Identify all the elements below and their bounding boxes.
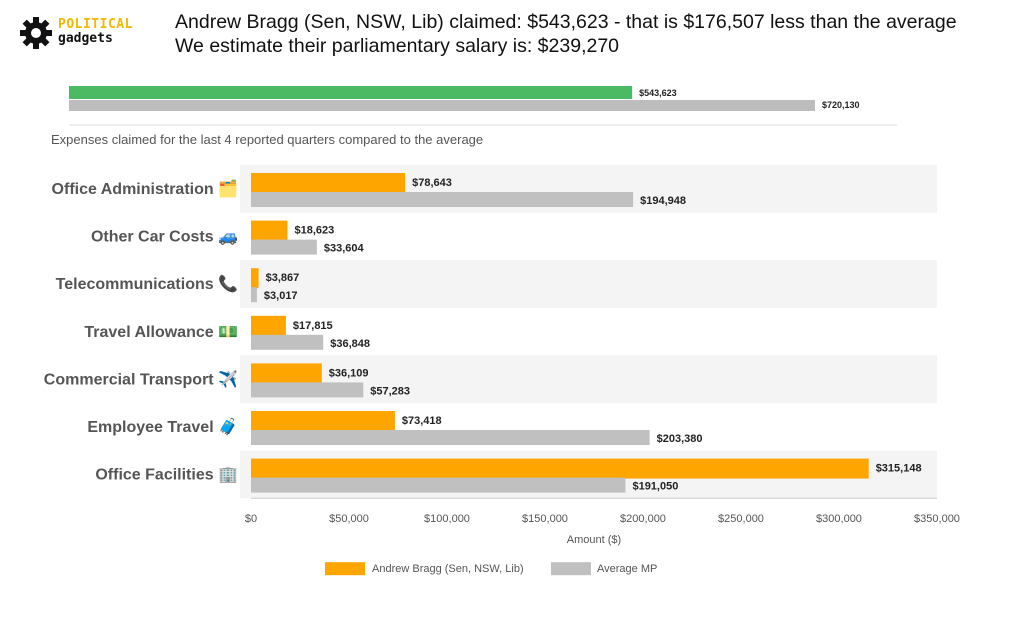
- legend-label-average: Average MP: [597, 563, 657, 575]
- x-tick-label: $150,000: [522, 513, 568, 525]
- x-axis-title: Amount ($): [567, 534, 621, 546]
- data-label: $57,283: [370, 385, 410, 397]
- bar-member: [251, 363, 322, 384]
- headline: Andrew Bragg (Sen, NSW, Lib) claimed: $5…: [175, 10, 957, 58]
- summary-bar-average: [69, 100, 815, 111]
- x-tick-label: $0: [245, 513, 257, 525]
- data-label: $18,623: [295, 225, 335, 237]
- headline-salary: We estimate their parliamentary salary i…: [175, 35, 620, 57]
- data-label: $17,815: [293, 320, 333, 332]
- expenses-bar-chart: Office Administration 🗂️ $78,643 $194,948 O…: [44, 165, 960, 576]
- category-label: Travel Allowance 💵: [84, 324, 238, 341]
- data-label: $194,948: [640, 195, 686, 207]
- gear-icon: [20, 17, 52, 49]
- bar-member: [251, 411, 395, 431]
- summary-chart: $543,623 $720,130: [69, 86, 897, 126]
- data-label: $73,418: [402, 415, 442, 427]
- headline-claimed: Andrew Bragg (Sen, NSW, Lib) claimed: $5…: [175, 11, 957, 33]
- x-tick-label: $350,000: [914, 513, 960, 525]
- bar-member: [251, 315, 286, 336]
- data-label: $36,109: [329, 367, 369, 379]
- bar-member: [251, 458, 869, 479]
- chart-subtitle: Expenses claimed for the last 4 reported…: [51, 132, 484, 147]
- x-tick-label: $100,000: [424, 513, 470, 525]
- category-label: Employee Travel 🧳: [87, 417, 238, 436]
- data-label: $315,148: [876, 463, 922, 475]
- bar-average: [251, 192, 634, 207]
- logo: POLITICAL gadgets: [18, 15, 158, 51]
- data-label: $203,380: [657, 433, 703, 445]
- bar-member: [251, 268, 259, 289]
- summary-label-member: $543,623: [639, 88, 677, 98]
- x-tick-label: $50,000: [329, 513, 369, 525]
- x-tick-label: $200,000: [620, 513, 666, 525]
- data-label: $36,848: [330, 338, 370, 350]
- bar-average: [251, 287, 257, 303]
- logo-text-bottom: gadgets: [58, 31, 113, 46]
- data-label: $78,643: [412, 177, 452, 189]
- summary-label-average: $720,130: [822, 100, 860, 110]
- category-label: Office Facilities 🏢: [95, 467, 238, 484]
- legend-label-member: Andrew Bragg (Sen, NSW, Lib): [372, 563, 524, 575]
- band-background: [240, 260, 937, 308]
- data-label: $3,017: [264, 290, 298, 302]
- data-label: $191,050: [632, 481, 678, 493]
- legend-swatch-member: [325, 562, 365, 576]
- bar-average: [251, 430, 650, 445]
- bar-member: [251, 173, 406, 193]
- bar-average: [251, 382, 364, 398]
- category-label: Commercial Transport ✈️: [44, 369, 238, 388]
- logo-text-top: POLITICAL: [58, 17, 133, 32]
- bar-member: [251, 220, 288, 241]
- bar-average: [251, 239, 317, 255]
- data-label: $33,604: [324, 243, 365, 255]
- bar-average: [251, 334, 324, 350]
- summary-bar-member: [69, 86, 633, 99]
- x-tick-label: $250,000: [718, 513, 764, 525]
- bar-average: [251, 477, 626, 493]
- category-label: Telecommunications 📞: [56, 273, 238, 293]
- x-tick-label: $300,000: [816, 513, 862, 525]
- data-label: $3,867: [266, 272, 300, 284]
- category-label: Office Administration 🗂️: [52, 179, 238, 198]
- category-label: Other Car Costs 🚙: [91, 229, 238, 246]
- legend-swatch-average: [551, 562, 591, 576]
